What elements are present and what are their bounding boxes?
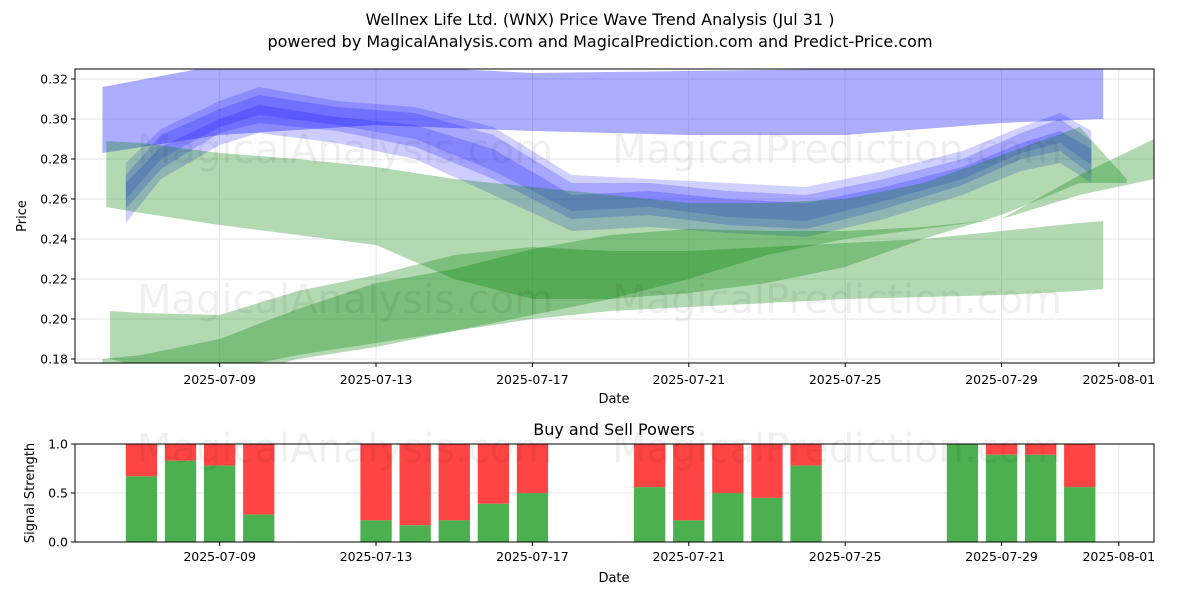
sell-bar-3 <box>243 444 275 515</box>
price-x-tick-label-1: 2025-07-13 <box>340 372 413 387</box>
price-bands <box>102 69 1154 363</box>
buy-bar-12 <box>751 497 783 542</box>
sell-bar-17 <box>1064 444 1096 488</box>
buy-bar-11 <box>712 493 744 542</box>
band-green-rising-band <box>102 139 1154 363</box>
signal-x-tick-label-2: 2025-07-17 <box>496 549 569 564</box>
sell-bar-4 <box>360 444 392 521</box>
price-y-tick-label-6: 0.30 <box>40 112 68 127</box>
price-y-tick-label-7: 0.32 <box>40 72 68 87</box>
buy-bar-17 <box>1064 487 1096 542</box>
watermark-prediction-top: MagicalPrediction.com <box>612 127 1062 173</box>
signal-chart-title: Buy and Sell Powers <box>533 420 695 439</box>
sell-bar-10 <box>673 444 705 521</box>
watermark-analysis-bottom: MagicalAnalysis.com <box>137 426 553 472</box>
signal-y-tick-label-0: 0.0 <box>48 535 68 550</box>
price-grid <box>75 69 1154 363</box>
chart-title-line2: powered by MagicalAnalysis.com and Magic… <box>267 32 932 51</box>
signal-x-tick-label-6: 2025-08-01 <box>1082 549 1155 564</box>
buy-bar-5 <box>399 525 431 542</box>
sell-bar-5 <box>399 444 431 526</box>
buy-bar-6 <box>438 520 470 542</box>
buy-bar-0 <box>125 476 158 542</box>
price-plot-frame <box>74 68 1155 364</box>
sell-bar-11 <box>712 444 744 493</box>
buy-bar-7 <box>477 503 509 542</box>
buy-bar-14 <box>946 444 979 542</box>
watermark-analysis-top: MagicalAnalysis.com <box>137 127 553 173</box>
sell-bar-15 <box>985 444 1018 455</box>
sell-bar-16 <box>1025 444 1057 455</box>
price-y-tick-label-4: 0.26 <box>40 192 68 207</box>
sell-bar-0 <box>125 444 158 477</box>
signal-y-axis: 0.0 0.5 1.0 <box>48 437 75 550</box>
price-y-tick-label-0: 0.18 <box>40 352 68 367</box>
signal-x-tick-label-5: 2025-07-29 <box>965 549 1038 564</box>
band-blue-top-band <box>102 69 1104 153</box>
band-blue-wave-2 <box>125 105 1092 237</box>
sell-bar-7 <box>477 444 509 504</box>
signal-x-tick-label-0: 2025-07-09 <box>183 549 256 564</box>
band-blue-wave-1 <box>125 95 1092 229</box>
watermark-analysis-mid: MagicalAnalysis.com <box>137 277 553 323</box>
price-x-tick-label-0: 2025-07-09 <box>183 372 256 387</box>
buy-bar-8 <box>516 493 549 542</box>
signal-x-axis-label: Date <box>598 571 629 586</box>
signal-x-tick-label-4: 2025-07-25 <box>809 549 882 564</box>
price-x-axis-label: Date <box>598 392 629 407</box>
buy-bar-9 <box>634 487 666 542</box>
signal-x-tick-label-3: 2025-07-21 <box>652 549 725 564</box>
price-x-axis: 2025-07-09 2025-07-13 2025-07-17 2025-07-21… <box>183 363 1155 387</box>
buy-bar-3 <box>243 514 275 542</box>
buy-bar-16 <box>1025 454 1057 542</box>
price-x-tick-label-3: 2025-07-21 <box>652 372 725 387</box>
price-y-tick-label-2: 0.22 <box>40 272 68 287</box>
sell-bar-9 <box>634 444 666 488</box>
price-watermarks: MagicalAnalysis.com MagicalPrediction.co… <box>137 127 1062 323</box>
price-y-tick-label-3: 0.24 <box>40 232 68 247</box>
price-x-tick-label-5: 2025-07-29 <box>965 372 1038 387</box>
signal-x-axis: 2025-07-09 2025-07-13 2025-07-17 2025-07-21… <box>183 542 1155 564</box>
sell-bar-6 <box>438 444 470 521</box>
buy-bar-4 <box>360 520 392 542</box>
signal-bars <box>125 444 1096 542</box>
band-green-lower-band <box>110 221 1104 363</box>
buy-bar-15 <box>985 454 1018 542</box>
buy-bar-10 <box>673 520 705 542</box>
price-x-tick-label-6: 2025-08-01 <box>1082 372 1155 387</box>
signal-watermarks: MagicalAnalysis.com MagicalPrediction.co… <box>137 426 1062 472</box>
signal-y-tick-label-1: 0.5 <box>48 486 68 501</box>
buy-bar-1 <box>164 460 197 542</box>
buy-bar-13 <box>790 465 822 542</box>
signal-x-tick-label-1: 2025-07-13 <box>340 549 413 564</box>
signal-y-axis-label: Signal Strength <box>23 443 38 543</box>
signal-y-tick-label-2: 1.0 <box>48 437 68 452</box>
band-green-upper-band <box>106 127 1127 299</box>
price-y-tick-label-1: 0.20 <box>40 312 68 327</box>
sell-bar-12 <box>751 444 783 498</box>
sell-bar-2 <box>204 444 236 466</box>
price-y-axis-label: Price <box>15 200 30 232</box>
sell-bar-1 <box>164 444 197 461</box>
watermark-prediction-mid: MagicalPrediction.com <box>612 277 1062 323</box>
watermark-prediction-bottom: MagicalPrediction.com <box>612 426 1062 472</box>
price-x-tick-label-2: 2025-07-17 <box>496 372 569 387</box>
chart-title-line1: Wellnex Life Ltd. (WNX) Price Wave Trend… <box>366 10 835 29</box>
buy-bar-2 <box>204 465 236 542</box>
band-blue-wave-3 <box>125 87 1092 221</box>
price-y-tick-label-5: 0.28 <box>40 152 68 167</box>
price-y-axis: 0.18 0.20 0.22 0.24 0.26 0.28 0.30 0.32 <box>40 72 75 367</box>
sell-bar-13 <box>790 444 822 466</box>
sell-bar-8 <box>516 444 549 493</box>
price-x-tick-label-4: 2025-07-25 <box>809 372 882 387</box>
